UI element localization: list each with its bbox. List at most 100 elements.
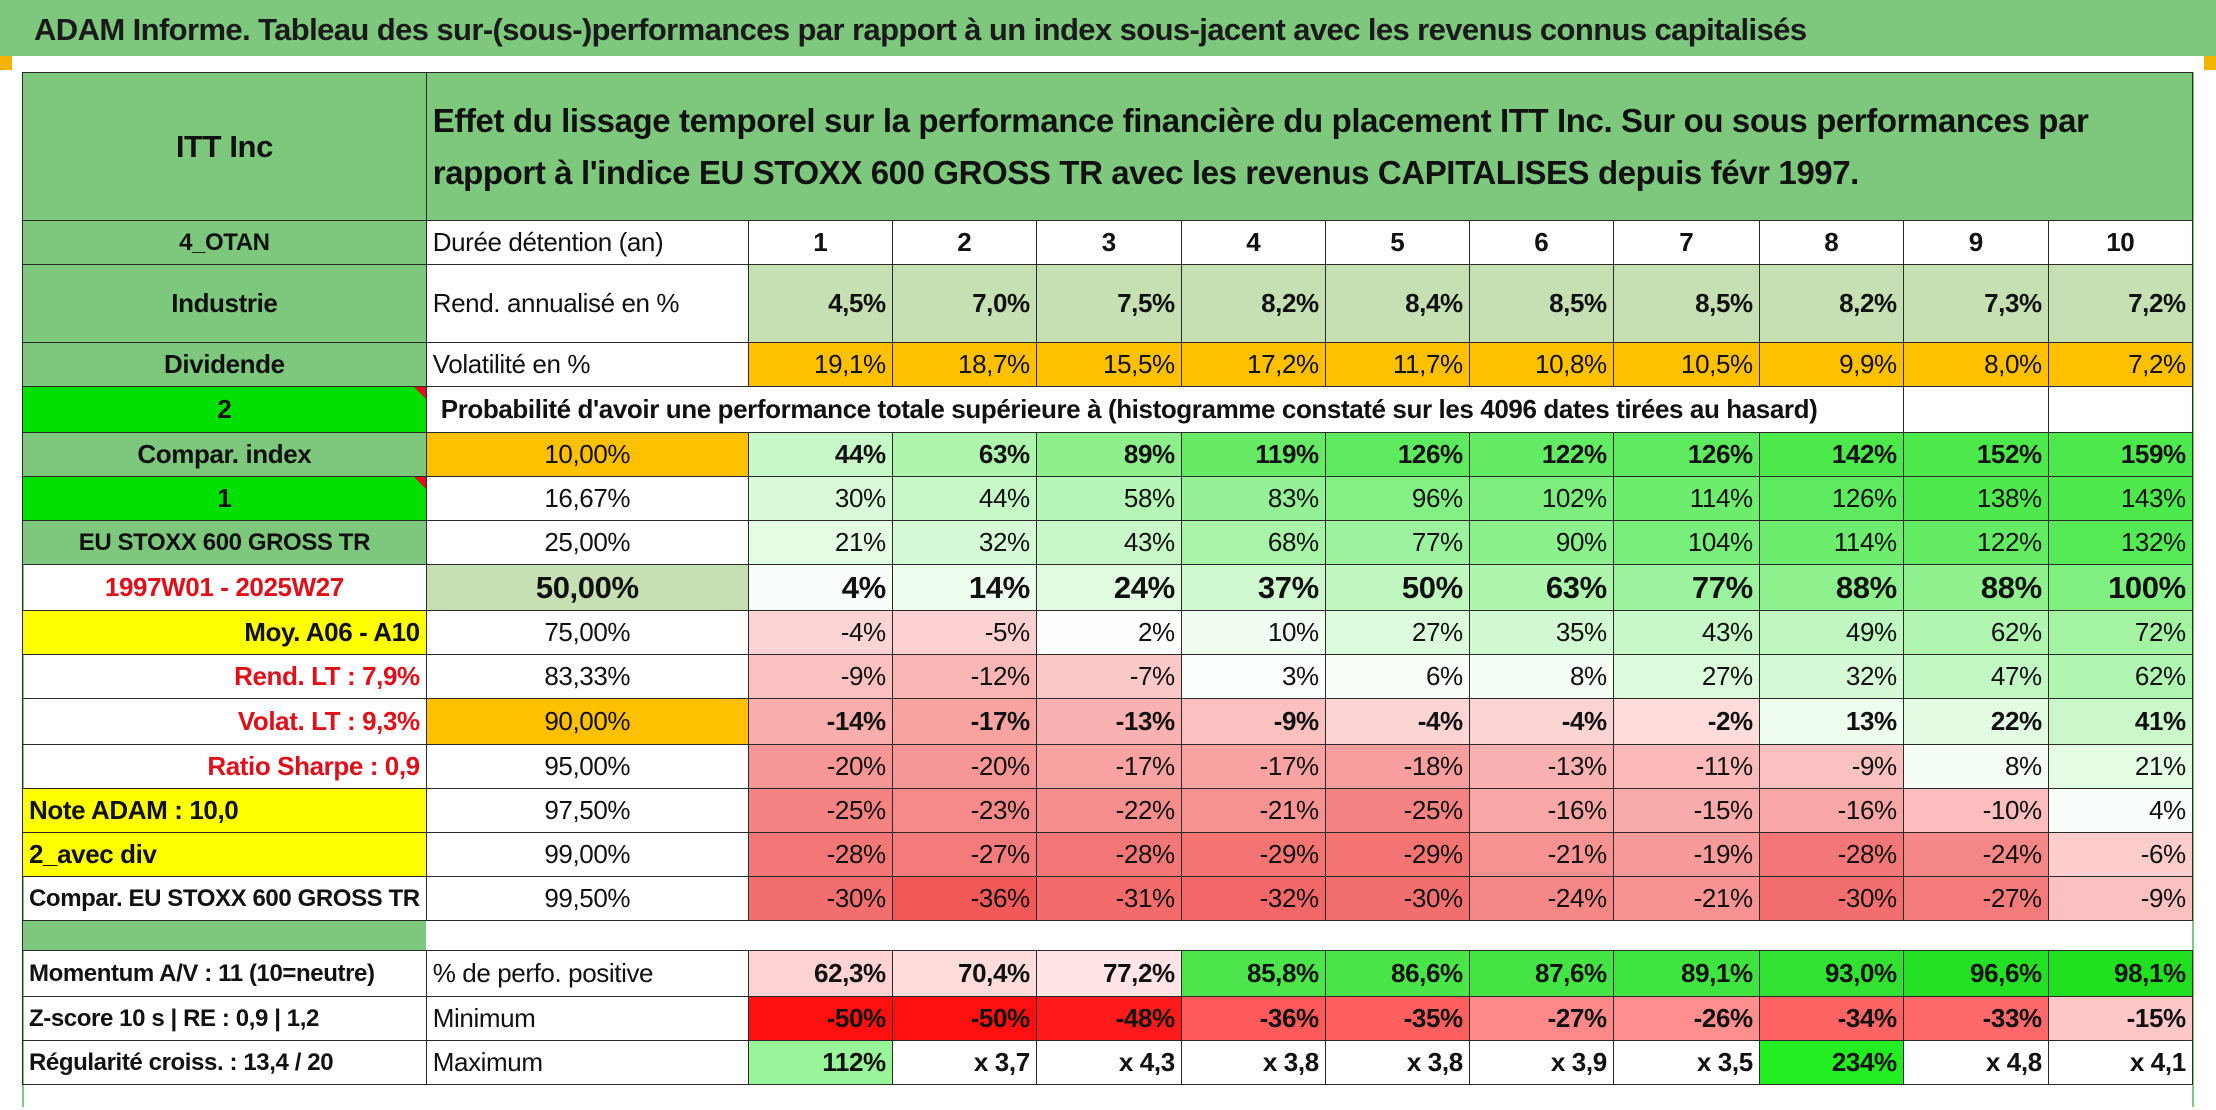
positive-cell: 98,1% (2047, 950, 2193, 997)
probability-cell: -19% (1612, 832, 1760, 877)
minimum-cell: -34% (1758, 996, 1904, 1041)
probability-cell: -22% (1035, 788, 1182, 833)
year-header: 9 (1902, 220, 2049, 265)
probability-cell: 44% (747, 432, 893, 477)
probability-cell: 83% (1180, 476, 1326, 521)
rend-cell: 7,0% (891, 264, 1037, 343)
probability-cell: 63% (1468, 564, 1614, 611)
maximum-label: Maximum (425, 1040, 749, 1085)
probability-caption: Probabilité d'avoir une performance tota… (425, 386, 1904, 433)
year-header: 7 (1612, 220, 1760, 265)
empty-cell (1902, 386, 2049, 433)
probability-cell: 88% (1902, 564, 2049, 611)
probability-cell: 126% (1758, 476, 1904, 521)
probability-cell: 119% (1180, 432, 1326, 477)
probability-cell: 89% (1035, 432, 1182, 477)
probability-cell: -9% (2047, 876, 2193, 921)
probability-cell: -10% (1902, 788, 2049, 833)
probability-cell: 22% (1902, 698, 2049, 745)
rend-cell: 8,2% (1180, 264, 1326, 343)
probability-cell: -9% (747, 654, 893, 699)
positive-cell: 96,6% (1902, 950, 2049, 997)
company-name: ITT Inc (22, 72, 427, 221)
minimum-cell: -26% (1612, 996, 1760, 1041)
spacer (426, 921, 2192, 951)
minimum-cell: -48% (1035, 996, 1182, 1041)
empty-cell (2047, 386, 2193, 433)
probability-cell: -24% (1468, 876, 1614, 921)
probability-cell: 44% (891, 476, 1037, 521)
note-label: Note ADAM : 10,0 (22, 788, 427, 833)
corner-marker-left (0, 56, 12, 70)
probability-cell: -21% (1612, 876, 1760, 921)
probability-cell: -12% (891, 654, 1037, 699)
spacer-green (22, 920, 427, 951)
probability-cell: -4% (1324, 698, 1470, 745)
positive-cell: 87,6% (1468, 950, 1614, 997)
probability-cell: 68% (1180, 520, 1326, 565)
probability-cell: 102% (1468, 476, 1614, 521)
rend-cell: 8,2% (1758, 264, 1904, 343)
maximum-cell: x 4,3 (1035, 1040, 1182, 1085)
probability-cell: -30% (1324, 876, 1470, 921)
probability-cell: 21% (747, 520, 893, 565)
year-header: 6 (1468, 220, 1614, 265)
year-header: 1 (747, 220, 893, 265)
with-div-label: 2_avec div (22, 832, 427, 877)
volat-cell: 10,8% (1468, 342, 1614, 387)
probability-cell: 58% (1035, 476, 1182, 521)
positive-cell: 62,3% (747, 950, 893, 997)
probability-cell: 152% (1902, 432, 2049, 477)
probability-cell: 32% (1758, 654, 1904, 699)
probability-cell: 72% (2047, 610, 2193, 655)
positive-cell: 77,2% (1035, 950, 1182, 997)
category-code: 4_OTAN (22, 220, 427, 265)
probability-cell: 63% (891, 432, 1037, 477)
probability-cell: -28% (747, 832, 893, 877)
minimum-cell: -35% (1324, 996, 1470, 1041)
probability-cell: 88% (1758, 564, 1904, 611)
maximum-cell: x 3,8 (1180, 1040, 1326, 1085)
corner-marker-right (2204, 56, 2216, 70)
probability-row: EU STOXX 600 GROSS TR 25,00% 21% 32% 43% 68% 7… (22, 520, 2193, 565)
volat-cell: 19,1% (747, 342, 893, 387)
probability-cell: -13% (1468, 744, 1614, 789)
probability-row: Moy. A06 - A10 75,00% -4% -5% 2% 10% 27% 35% 43%… (22, 610, 2193, 655)
probability-cell: -27% (1902, 876, 2049, 921)
probability-cell: 4% (747, 564, 893, 611)
probability-cell: -29% (1324, 832, 1470, 877)
maximum-cell: x 4,1 (2047, 1040, 2193, 1085)
probability-cell: 35% (1468, 610, 1614, 655)
minimum-cell: -27% (1468, 996, 1614, 1041)
volat-cell: 17,2% (1180, 342, 1326, 387)
probability-row: Compar. EU STOXX 600 GROSS TR 99,50% -30% -… (22, 876, 2193, 921)
threshold-cell: 97,50% (425, 788, 749, 833)
threshold-cell: 10,00% (425, 432, 749, 477)
rend-cell: 7,3% (1902, 264, 2049, 343)
compar-index-value: 1 (22, 476, 427, 521)
year-header: 2 (891, 220, 1037, 265)
probability-cell: -17% (1180, 744, 1326, 789)
volat-cell: 9,9% (1758, 342, 1904, 387)
probability-cell: -31% (1035, 876, 1182, 921)
probability-cell: 27% (1612, 654, 1760, 699)
maximum-cell: x 3,7 (891, 1040, 1037, 1085)
probability-cell: 43% (1612, 610, 1760, 655)
probability-cell: -20% (891, 744, 1037, 789)
probability-cell: -16% (1468, 788, 1614, 833)
probability-cell: -4% (747, 610, 893, 655)
minimum-cell: -50% (747, 996, 893, 1041)
probability-cell: -30% (1758, 876, 1904, 921)
minimum-cell: -36% (1180, 996, 1326, 1041)
probability-cell: 37% (1180, 564, 1326, 611)
probability-row: Volat. LT : 9,3% 90,00% -14% -17% -13% -9% -4%… (22, 698, 2193, 745)
probability-cell: 50% (1324, 564, 1470, 611)
probability-cell: -27% (891, 832, 1037, 877)
rend-cell: 4,5% (747, 264, 893, 343)
positive-cell: 85,8% (1180, 950, 1326, 997)
probability-cell: 143% (2047, 476, 2193, 521)
probability-cell: 8% (1902, 744, 2049, 789)
volat-label: Volatilité en % (425, 342, 749, 387)
probability-cell: -17% (891, 698, 1037, 745)
probability-cell: 43% (1035, 520, 1182, 565)
